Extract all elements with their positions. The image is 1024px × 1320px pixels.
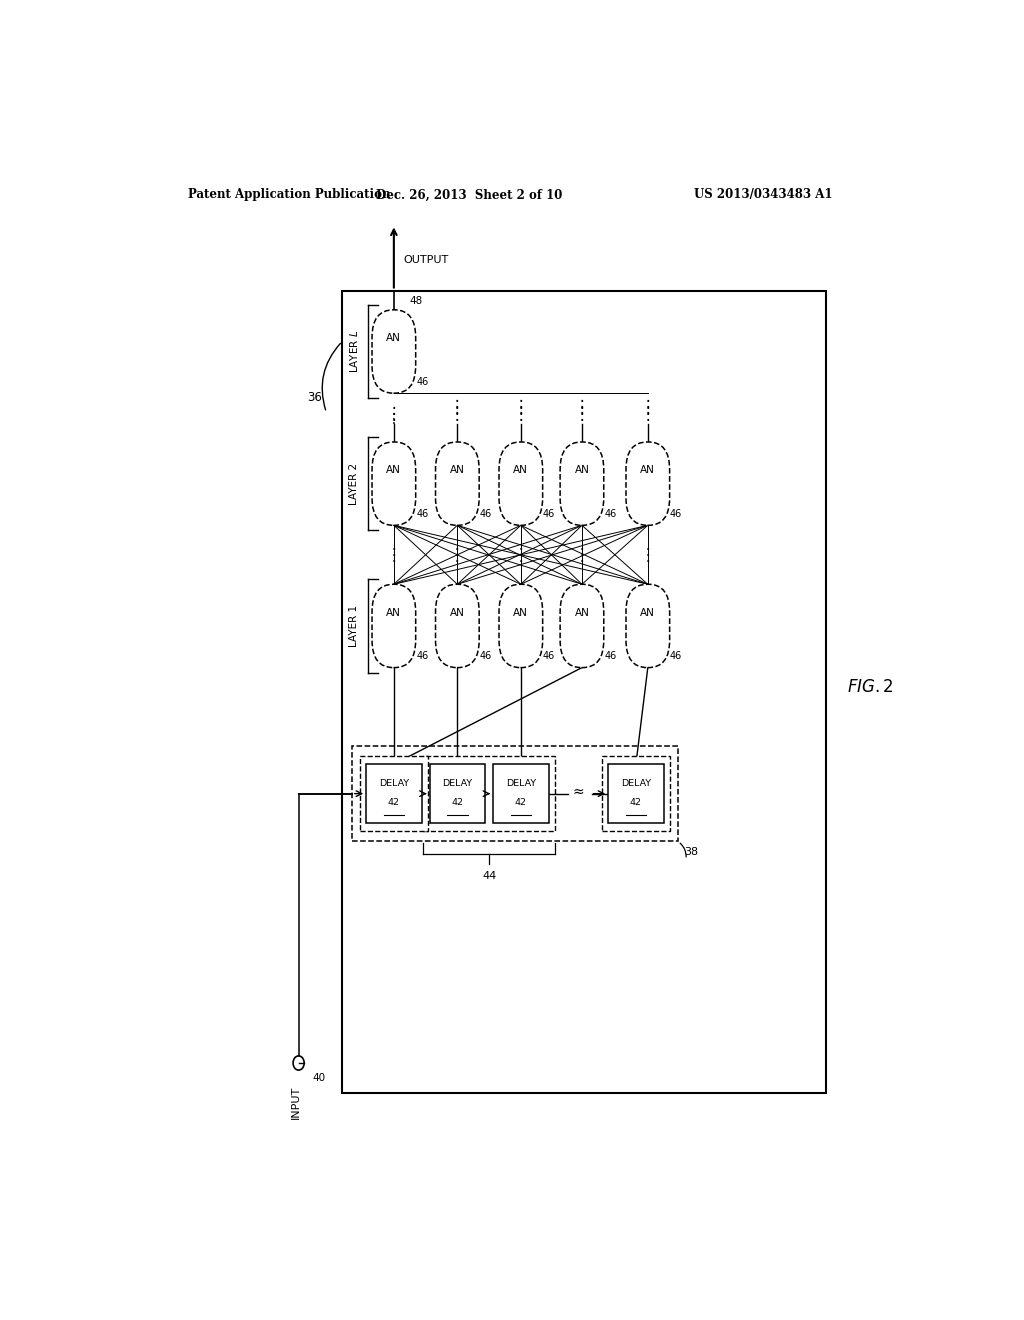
Text: 42: 42 [388,799,399,808]
Text: 46: 46 [604,510,616,519]
Text: 46: 46 [670,652,682,661]
FancyBboxPatch shape [372,310,416,393]
Text: AN: AN [386,334,401,343]
Bar [423,756,555,832]
Text: DELAY: DELAY [442,779,472,788]
Text: ⋮: ⋮ [640,545,656,564]
Text: ⋮: ⋮ [573,404,590,422]
Text: 48: 48 [410,296,423,306]
Bar [430,764,485,824]
Text: ⋮: ⋮ [573,399,590,416]
Text: 42: 42 [452,799,463,808]
Text: 38: 38 [684,846,698,857]
Bar [608,764,664,824]
Text: AN: AN [450,607,465,618]
FancyBboxPatch shape [560,442,604,525]
Bar [494,764,549,824]
Text: DELAY: DELAY [506,779,536,788]
Text: AN: AN [574,607,590,618]
Text: AN: AN [386,607,401,618]
Text: Patent Application Publication: Patent Application Publication [187,189,390,202]
Text: AN: AN [386,466,401,475]
Text: ⋮: ⋮ [640,404,656,422]
Text: ⋮: ⋮ [450,545,466,564]
FancyBboxPatch shape [626,585,670,668]
Text: 46: 46 [479,652,492,661]
Text: ⋮: ⋮ [640,399,656,416]
Text: 42: 42 [515,799,526,808]
Text: ⋮: ⋮ [513,545,529,564]
Text: $\it{FIG. 2}$: $\it{FIG. 2}$ [847,678,894,696]
Text: ≈: ≈ [572,784,584,799]
Text: AN: AN [574,466,590,475]
Bar [602,756,670,832]
FancyBboxPatch shape [435,585,479,668]
Text: 46: 46 [479,510,492,519]
Text: 46: 46 [416,378,428,387]
Text: 46: 46 [670,510,682,519]
FancyBboxPatch shape [435,442,479,525]
Text: AN: AN [513,607,528,618]
Text: AN: AN [640,607,655,618]
Text: AN: AN [513,466,528,475]
FancyBboxPatch shape [372,585,416,668]
Text: 42: 42 [630,799,642,808]
Text: INPUT: INPUT [291,1085,301,1118]
Text: LAYER 2: LAYER 2 [349,462,359,504]
Text: 46: 46 [543,510,555,519]
Text: Dec. 26, 2013  Sheet 2 of 10: Dec. 26, 2013 Sheet 2 of 10 [376,189,562,202]
FancyBboxPatch shape [372,442,416,525]
Text: DELAY: DELAY [621,779,651,788]
Text: LAYER 1: LAYER 1 [349,605,359,647]
Text: AN: AN [640,466,655,475]
Bar [342,290,826,1093]
Text: 44: 44 [482,871,497,880]
Bar [367,764,422,824]
Text: LAYER $\it{L}$: LAYER $\it{L}$ [348,330,360,374]
Text: ⋮: ⋮ [513,399,529,416]
Text: 46: 46 [604,652,616,661]
Text: DELAY: DELAY [379,779,409,788]
Text: ⋮: ⋮ [450,404,466,422]
Bar [359,756,428,832]
FancyBboxPatch shape [499,585,543,668]
Text: 40: 40 [313,1073,326,1084]
Text: ⋮: ⋮ [450,399,466,416]
Text: AN: AN [450,466,465,475]
FancyBboxPatch shape [499,442,543,525]
Text: ⋮: ⋮ [573,545,590,564]
Bar [352,746,678,841]
Text: ⋮: ⋮ [386,545,402,564]
Text: US 2013/0343483 A1: US 2013/0343483 A1 [693,189,833,202]
Text: ⋮: ⋮ [513,404,529,422]
Text: 46: 46 [543,652,555,661]
FancyBboxPatch shape [626,442,670,525]
Text: OUTPUT: OUTPUT [403,255,449,265]
Text: ⋮: ⋮ [386,404,402,422]
Text: 46: 46 [416,652,428,661]
FancyBboxPatch shape [560,585,604,668]
Text: 46: 46 [416,510,428,519]
Text: 36: 36 [307,391,323,404]
Text: ⋮: ⋮ [387,412,400,425]
